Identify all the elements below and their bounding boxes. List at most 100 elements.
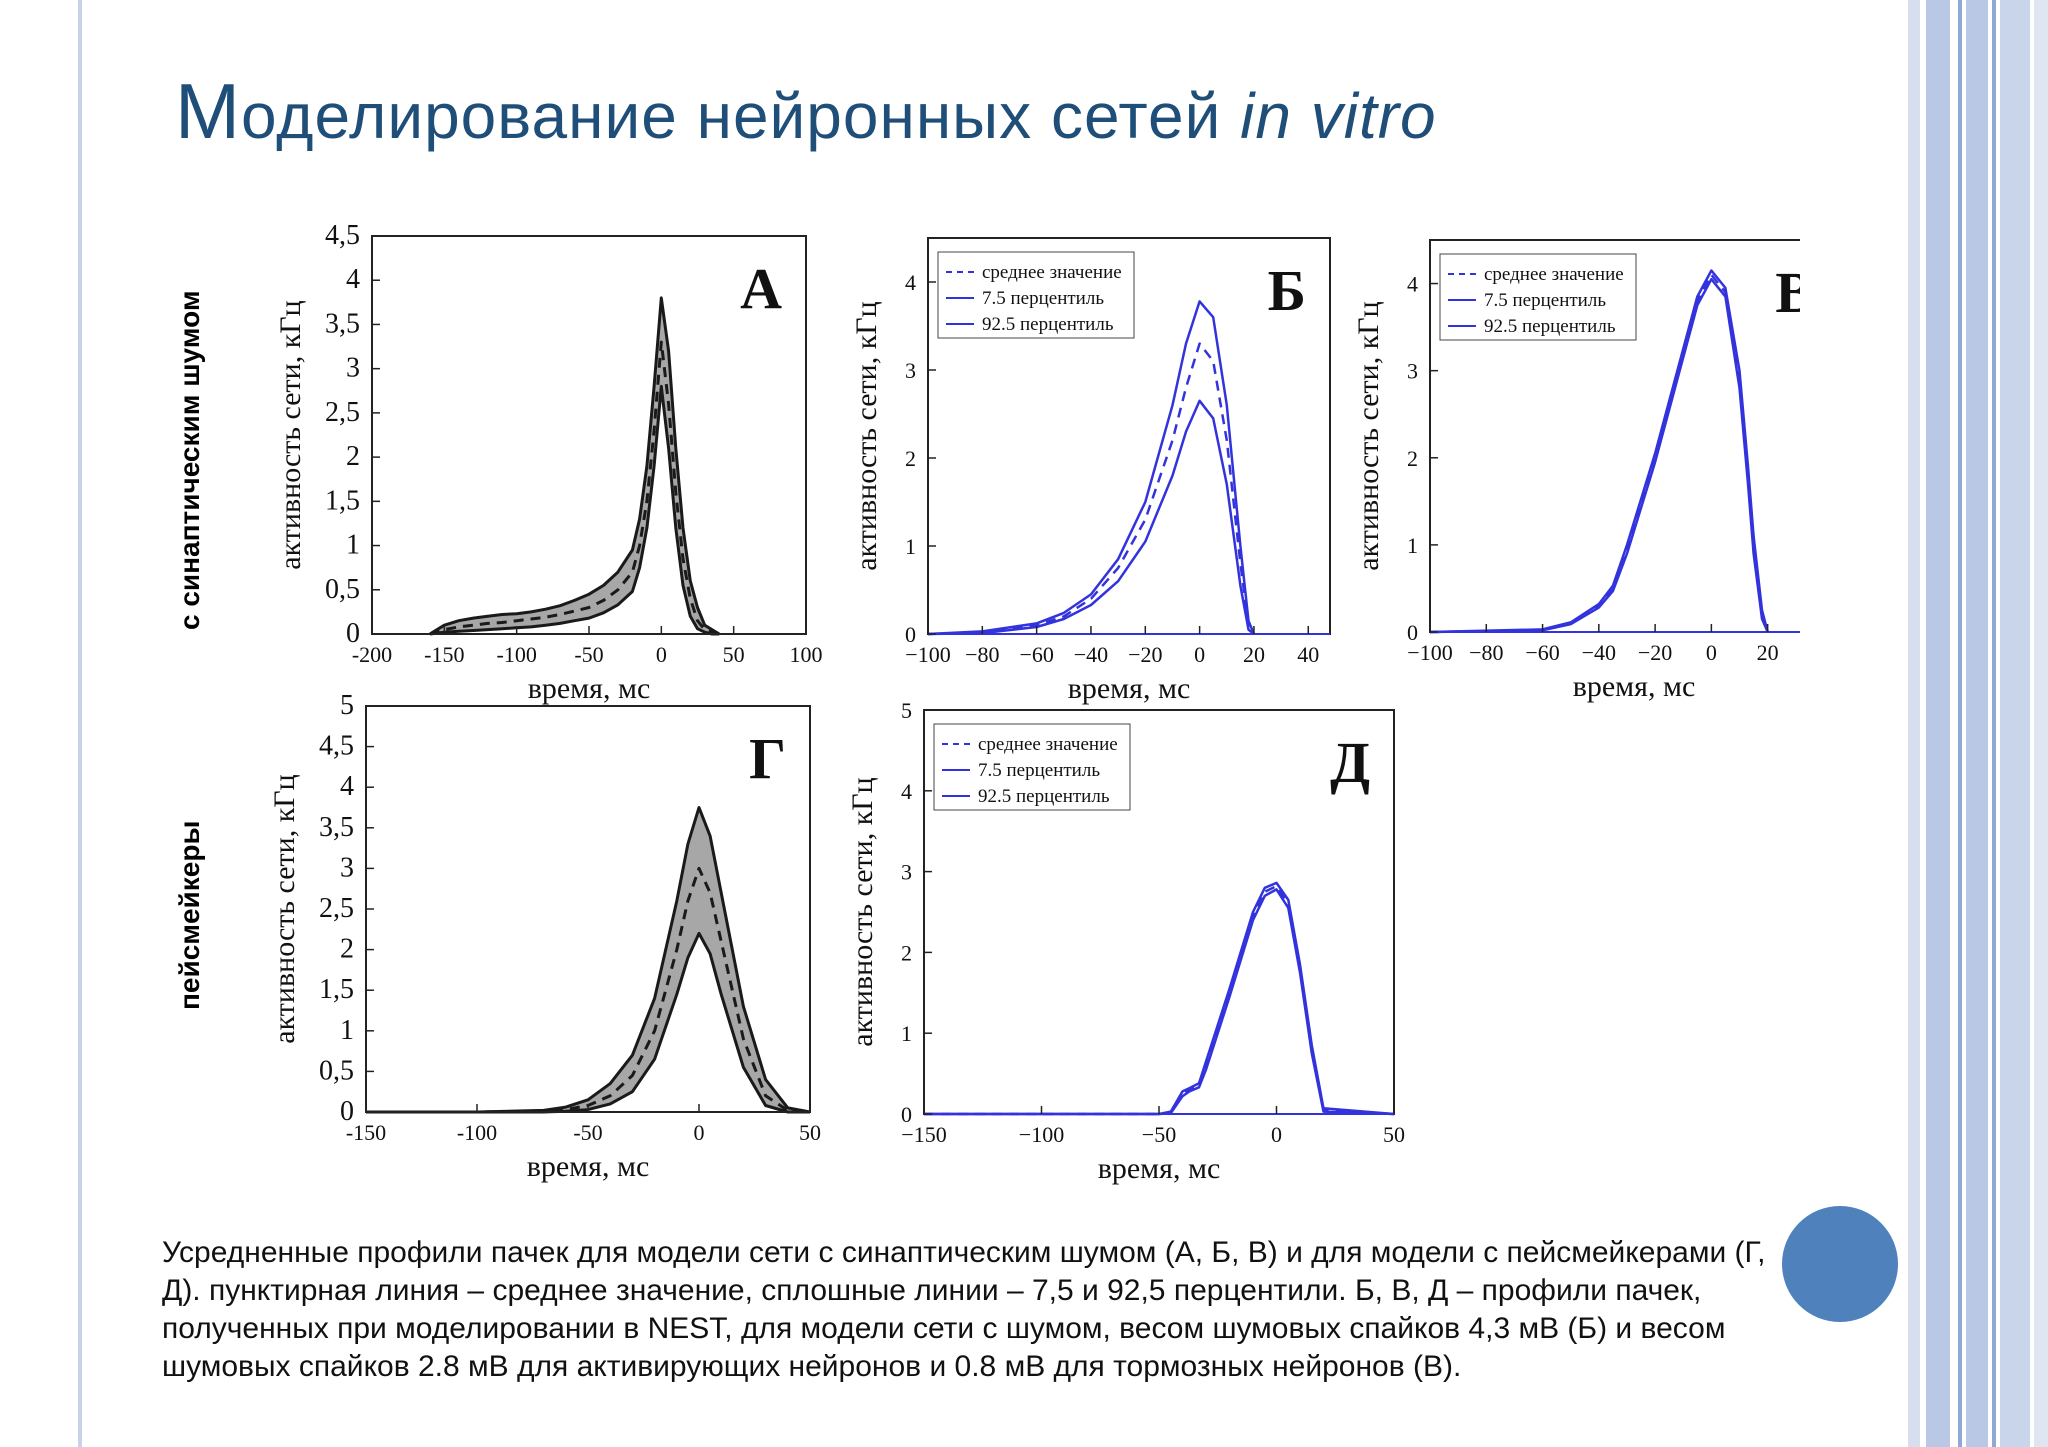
series-line-C-2 <box>1429 269 1769 634</box>
legend-label-B-0: среднее значение <box>982 262 1122 283</box>
x-tick-label-A-2: -100 <box>497 642 537 667</box>
series-line-E-2 <box>924 881 1395 1116</box>
x-tick-label-E-4: 50 <box>1383 1122 1405 1147</box>
x-tick-label-D-3: 0 <box>694 1120 705 1145</box>
x-tick-label-C-1: −80 <box>1469 640 1503 665</box>
x-tick-label-B-6: 20 <box>1243 642 1265 667</box>
y-axis-label-D: активность сети, кГц <box>268 774 301 1043</box>
y-axis-label-C: активность сети, кГц <box>1352 301 1385 570</box>
x-tick-label-B-3: −40 <box>1074 642 1108 667</box>
y-tick-label-D-2: 1 <box>340 1015 354 1046</box>
series-line-D-0 <box>366 806 811 1114</box>
y-tick-label-A-2: 1 <box>346 530 360 561</box>
x-tick-label-E-1: −100 <box>1019 1122 1064 1147</box>
percentile-band-A <box>429 297 720 634</box>
x-tick-label-B-1: −80 <box>965 642 999 667</box>
x-tick-label-B-7: 40 <box>1297 642 1319 667</box>
x-tick-label-C-0: −100 <box>1407 640 1452 665</box>
percentile-band-D <box>366 807 810 1112</box>
x-tick-label-D-4: 50 <box>799 1120 821 1145</box>
y-tick-label-E-3: 3 <box>901 860 912 885</box>
y-tick-label-A-4: 2 <box>346 441 360 472</box>
series-line-A-1 <box>429 340 720 636</box>
legend-label-E-2: 92.5 перцентиль <box>978 786 1110 807</box>
y-tick-label-E-5: 5 <box>901 698 912 723</box>
x-tick-label-C-2: −60 <box>1525 640 1559 665</box>
figure-caption: Усредненные профили пачек для модели сет… <box>162 1236 1766 1383</box>
x-tick-label-A-6: 100 <box>790 642 823 667</box>
y-tick-label-C-3: 3 <box>1407 359 1418 384</box>
x-tick-label-C-4: −20 <box>1638 640 1672 665</box>
series-line-B-2 <box>927 300 1256 636</box>
x-axis-label-B: время, мс <box>1068 672 1191 705</box>
slide-title-main: оделирование нейронных сетей <box>240 80 1241 152</box>
x-axis-label-D: время, мс <box>527 1150 650 1183</box>
panel-letter-C: В <box>1775 260 1800 325</box>
y-tick-label-A-8: 4 <box>346 264 360 295</box>
y-tick-label-C-1: 1 <box>1407 533 1418 558</box>
y-tick-label-D-9: 4,5 <box>319 731 354 762</box>
panel-letter-B: Б <box>1268 258 1306 323</box>
y-tick-label-B-3: 3 <box>905 358 916 383</box>
x-tick-label-D-2: -50 <box>573 1120 602 1145</box>
left-border-line <box>78 0 82 1447</box>
y-tick-label-E-2: 2 <box>901 940 912 965</box>
x-tick-label-B-0: −100 <box>905 642 950 667</box>
y-tick-label-A-9: 4,5 <box>325 220 360 251</box>
figure-panels: -200 -150 -100 -50 0 50 10000,511,522,533,544,… <box>268 220 1800 1185</box>
series-line-C-1 <box>1429 277 1769 634</box>
x-tick-label-C-3: −40 <box>1582 640 1616 665</box>
y-tick-label-B-4: 4 <box>905 270 916 295</box>
y-tick-label-A-0: 0 <box>346 618 360 649</box>
legend-label-B-2: 92.5 перцентиль <box>982 314 1114 335</box>
y-tick-label-E-0: 0 <box>901 1102 912 1127</box>
right-decorative-stripes <box>1908 0 2048 1447</box>
y-tick-label-D-4: 2 <box>340 934 354 965</box>
x-tick-label-D-1: -100 <box>457 1120 497 1145</box>
y-tick-label-A-7: 3,5 <box>325 308 360 339</box>
series-line-B-1 <box>927 399 1255 636</box>
series-line-A-0 <box>429 296 720 636</box>
x-tick-label-C-6: 20 <box>1757 640 1779 665</box>
x-tick-label-B-5: 0 <box>1194 642 1205 667</box>
y-tick-label-D-7: 3,5 <box>319 812 354 843</box>
plot-frame-A <box>371 235 807 635</box>
y-tick-label-C-0: 0 <box>1407 620 1418 645</box>
x-tick-label-A-5: 50 <box>723 642 745 667</box>
x-tick-label-E-0: −150 <box>901 1122 946 1147</box>
legend-label-C-2: 92.5 перцентиль <box>1484 316 1616 337</box>
y-tick-label-A-5: 2,5 <box>325 397 360 428</box>
y-tick-label-B-0: 0 <box>905 622 916 647</box>
x-axis-label-C: время, мс <box>1573 670 1696 703</box>
y-tick-label-D-8: 4 <box>340 771 354 802</box>
x-tick-label-A-4: 0 <box>656 642 667 667</box>
y-axis-label-E: активность сети, кГц <box>846 777 879 1046</box>
y-tick-label-A-3: 1,5 <box>325 485 360 516</box>
x-tick-label-A-1: -150 <box>424 642 464 667</box>
y-tick-label-B-1: 1 <box>905 534 916 559</box>
x-tick-label-D-0: -150 <box>346 1120 386 1145</box>
x-tick-label-A-0: -200 <box>352 642 392 667</box>
y-tick-label-D-6: 3 <box>340 852 354 883</box>
y-tick-label-A-6: 3 <box>346 353 360 384</box>
y-tick-label-C-2: 2 <box>1407 446 1418 471</box>
decorative-circle <box>1782 1206 1898 1322</box>
y-tick-label-C-4: 4 <box>1407 272 1418 297</box>
x-tick-label-B-2: −60 <box>1019 642 1053 667</box>
left-margin <box>0 0 80 1447</box>
y-tick-label-D-0: 0 <box>340 1096 354 1127</box>
x-tick-label-E-3: 0 <box>1271 1122 1282 1147</box>
slide-title-italic: in vitro <box>1240 80 1437 152</box>
y-tick-label-D-10: 5 <box>340 690 354 721</box>
legend-label-C-1: 7.5 перцентиль <box>1484 290 1606 311</box>
slide-title-first-letter: М <box>175 67 241 155</box>
y-tick-label-E-4: 4 <box>901 779 912 804</box>
y-axis-label-B: активность сети, кГц <box>850 301 883 570</box>
x-tick-label-B-4: −20 <box>1128 642 1162 667</box>
series-line-A-2 <box>429 384 720 636</box>
x-tick-label-E-2: −50 <box>1142 1122 1176 1147</box>
legend-label-E-0: среднее значение <box>978 734 1118 755</box>
x-tick-label-C-5: 0 <box>1706 640 1717 665</box>
panel-letter-D: Г <box>749 726 786 791</box>
x-axis-label-A: время, мс <box>528 672 651 705</box>
